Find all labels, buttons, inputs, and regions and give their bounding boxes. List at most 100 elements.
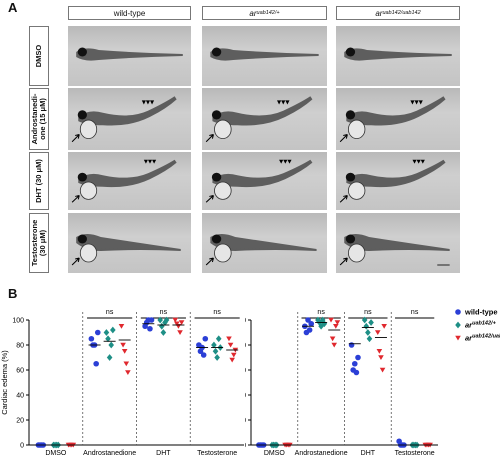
data-point <box>211 341 217 349</box>
larva-body <box>210 48 319 61</box>
larva-eye <box>211 234 222 244</box>
larva-image <box>68 213 191 273</box>
data-point <box>308 320 315 327</box>
data-point <box>212 347 219 355</box>
row-label-line: DMSO <box>34 44 43 68</box>
legend-label: aruab142/+ <box>465 321 497 330</box>
y-tick-label: 80 <box>245 343 246 350</box>
edema-arrow-icon <box>205 133 214 143</box>
larva-drawing <box>71 234 181 266</box>
data-point <box>376 349 383 354</box>
y-tick-label: 40 <box>16 393 24 400</box>
larva-eye <box>77 234 87 244</box>
cardiac-edema-sac <box>214 243 232 263</box>
data-point <box>202 335 209 342</box>
y-tick-label: 80 <box>16 343 24 350</box>
larva-image <box>202 152 327 210</box>
panel-b-label: B <box>8 286 18 301</box>
data-point <box>381 324 387 329</box>
cardiac-edema-chart: 0 20 40 60 80 100 Cardiac edema (%) DMSO Androst… <box>0 309 244 457</box>
larva-drawing <box>339 234 450 266</box>
y-tick-label: 100 <box>245 318 246 325</box>
significance-label: ns <box>160 309 168 316</box>
data-point <box>178 320 185 326</box>
edema-arrow-icon <box>339 133 348 143</box>
data-point <box>160 329 167 336</box>
data-point <box>305 317 311 323</box>
column-header-allele: uab142/+ <box>256 10 280 16</box>
row-label-line: DHT (30 μM) <box>34 159 43 203</box>
data-point <box>172 317 179 323</box>
x-tick-label: DHT <box>361 450 376 457</box>
y-tick-label: 100 <box>12 318 24 325</box>
cardiac-edema-sac <box>79 181 98 200</box>
cardiac-edema-sac <box>79 119 98 140</box>
data-point <box>379 367 386 373</box>
x-tick-label: Androstanedione <box>295 450 348 457</box>
data-point <box>125 370 131 376</box>
larva-body <box>344 234 450 251</box>
larva-image <box>202 213 327 273</box>
row-label-androstanedione: Androstanedi-one (15 μM) <box>29 88 49 150</box>
cardiac-edema-sac <box>214 119 232 140</box>
data-point <box>334 320 341 326</box>
larva-eye <box>345 234 356 244</box>
data-point <box>348 342 355 348</box>
data-point <box>120 342 126 348</box>
edema-arrow-icon <box>71 257 80 266</box>
larva-image <box>68 26 191 86</box>
larva-eye <box>211 172 222 182</box>
row-label-dht: DHT (30 μM) <box>29 152 49 210</box>
data-point <box>378 355 384 361</box>
data-point <box>455 321 461 329</box>
data-point <box>147 325 153 332</box>
y-tick-label: 0 <box>20 443 24 450</box>
significance-label: ns <box>364 309 372 316</box>
larva-image <box>68 152 191 210</box>
panel-a-label: A <box>8 0 18 15</box>
data-point <box>110 326 116 334</box>
larva-drawing <box>71 96 177 143</box>
row-label-testosterone: Testosterone (30 μM) <box>29 213 49 273</box>
larva-drawing <box>205 96 313 143</box>
larva-body <box>346 96 446 126</box>
y-tick-label: 60 <box>16 368 24 375</box>
significance-label: ns <box>213 309 221 316</box>
larva-eye <box>77 47 87 57</box>
data-point <box>214 354 220 361</box>
data-point <box>123 361 130 367</box>
data-point <box>353 369 360 376</box>
tail-curvature-arrowheads-icon <box>143 159 157 164</box>
data-point <box>355 354 361 361</box>
larva-image <box>202 88 327 150</box>
larva-body <box>346 159 446 188</box>
data-point <box>230 352 237 358</box>
larva-eye <box>345 110 356 120</box>
larva-drawing <box>344 47 452 61</box>
x-tick-label: DMSO <box>45 450 67 457</box>
larva-eye <box>211 110 222 120</box>
larva-body <box>344 48 452 61</box>
larva-image <box>336 88 460 150</box>
data-point <box>227 342 234 348</box>
cardiac-edema-sac <box>79 243 98 263</box>
data-point <box>368 319 374 326</box>
larva-drawing <box>71 159 177 203</box>
data-point <box>351 360 358 367</box>
larva-image <box>336 152 460 210</box>
data-point <box>118 324 125 329</box>
x-tick-label: Testosterone <box>395 450 435 457</box>
data-point <box>148 317 155 323</box>
column-header-gene: ar <box>375 8 383 18</box>
larva-body <box>212 159 313 188</box>
y-tick-label: 0 <box>245 443 246 450</box>
data-point <box>366 335 373 343</box>
edema-arrow-icon <box>339 195 348 203</box>
larva-drawing <box>339 159 446 203</box>
y-axis-label: Cardiac edema (%) <box>0 350 9 415</box>
data-point <box>108 341 115 349</box>
larva-drawing <box>210 47 319 61</box>
data-point <box>455 335 461 341</box>
cardiac-edema-sac <box>347 181 366 200</box>
data-point <box>331 342 338 348</box>
